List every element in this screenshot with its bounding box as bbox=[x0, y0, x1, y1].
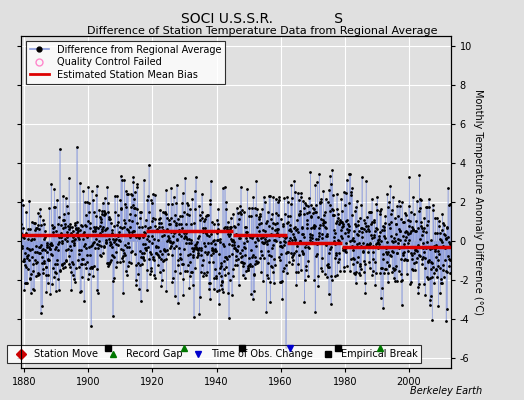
Text: Difference of Station Temperature Data from Regional Average: Difference of Station Temperature Data f… bbox=[87, 26, 437, 36]
Text: Berkeley Earth: Berkeley Earth bbox=[410, 386, 482, 396]
Y-axis label: Monthly Temperature Anomaly Difference (°C): Monthly Temperature Anomaly Difference (… bbox=[473, 89, 483, 315]
Text: SOCI U.S.S.R.              S: SOCI U.S.S.R. S bbox=[181, 12, 343, 26]
Legend: Station Move, Record Gap, Time of Obs. Change, Empirical Break: Station Move, Record Gap, Time of Obs. C… bbox=[7, 345, 421, 363]
